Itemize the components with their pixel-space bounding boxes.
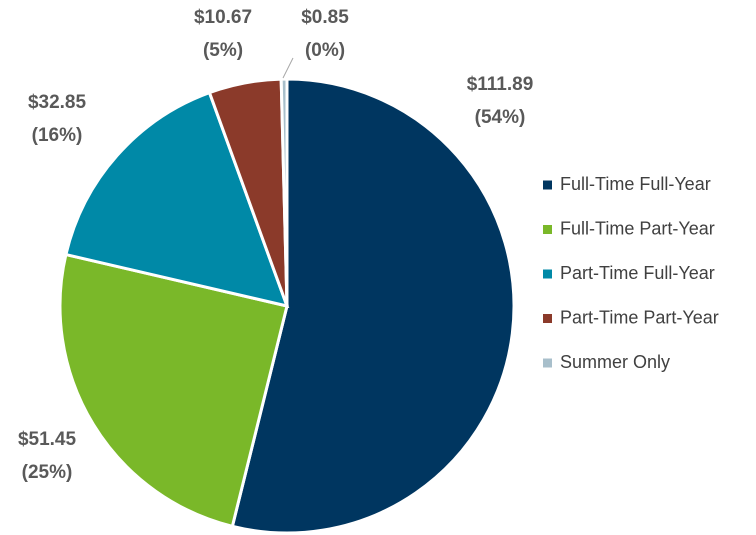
data-label: $10.67 bbox=[194, 7, 252, 28]
legend-label: Full-Time Part-Year bbox=[560, 218, 715, 238]
pie-slice bbox=[64, 90, 290, 309]
percent-label: (0%) bbox=[305, 40, 345, 61]
pie-slice bbox=[58, 252, 289, 529]
legend-swatch bbox=[543, 269, 552, 279]
legend-swatch bbox=[543, 180, 552, 190]
leader-line bbox=[282, 57, 294, 79]
legend-swatch bbox=[543, 358, 552, 368]
percent-label: (5%) bbox=[203, 40, 243, 61]
percent-label: (16%) bbox=[32, 125, 83, 146]
pie-slice bbox=[230, 77, 516, 535]
percent-label: (25%) bbox=[22, 462, 73, 483]
percent-label: (54%) bbox=[475, 107, 526, 128]
legend-label: Part-Time Full-Year bbox=[560, 263, 715, 283]
legend-label: Part-Time Part-Year bbox=[560, 307, 719, 327]
legend-swatch bbox=[543, 225, 552, 234]
legend-label: Full-Time Full-Year bbox=[560, 174, 711, 194]
legend-label: Summer Only bbox=[560, 352, 670, 372]
data-label: $0.85 bbox=[301, 7, 349, 28]
data-label: $32.85 bbox=[28, 92, 87, 113]
legend-swatch bbox=[543, 314, 552, 323]
data-label: $51.45 bbox=[18, 429, 77, 450]
pie-slice bbox=[279, 77, 289, 307]
data-label: $111.89 bbox=[467, 74, 534, 95]
